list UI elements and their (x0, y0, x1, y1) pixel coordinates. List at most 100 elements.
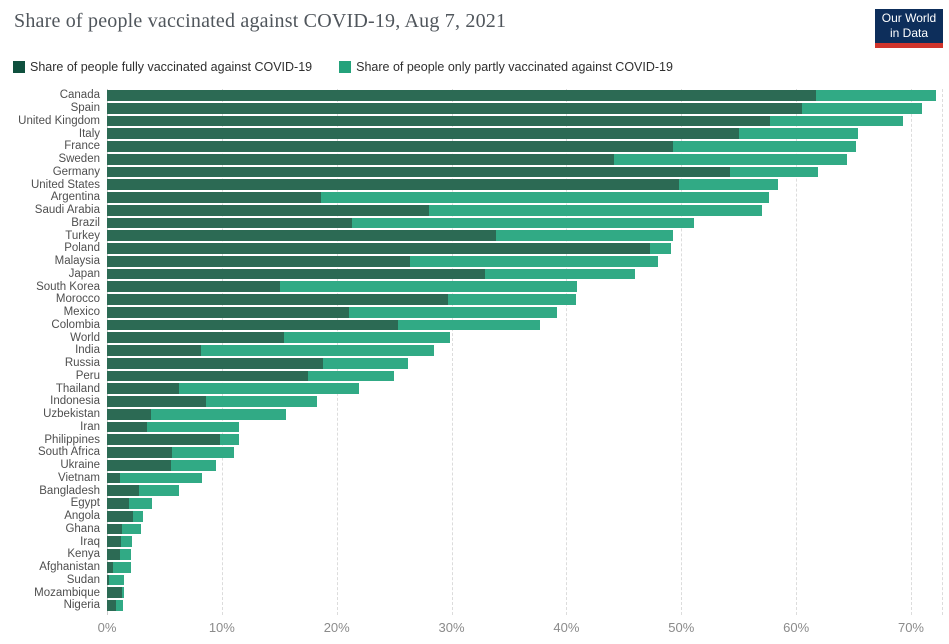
bar-partly-segment[interactable] (116, 600, 124, 611)
bar-fully-segment[interactable] (107, 396, 206, 407)
bar-partly-segment[interactable] (119, 472, 203, 484)
row-label[interactable]: Argentina (50, 191, 100, 204)
bar-fully-segment[interactable] (107, 319, 398, 331)
row-label[interactable]: South Africa (37, 446, 100, 459)
bar-partly-segment[interactable] (283, 332, 451, 343)
bar-partly-segment[interactable] (112, 561, 132, 573)
row-label[interactable]: Uzbekistan (43, 408, 100, 421)
bar-partly-segment[interactable] (410, 255, 659, 267)
bar-fully-segment[interactable] (107, 370, 308, 382)
bar-partly-segment[interactable] (171, 459, 217, 471)
bar-fully-segment[interactable] (107, 128, 739, 139)
bar-partly-segment[interactable] (307, 370, 395, 382)
bar-partly-segment[interactable] (109, 574, 125, 586)
bar-partly-segment[interactable] (120, 536, 133, 547)
bar-fully-segment[interactable] (107, 408, 151, 420)
bar-fully-segment[interactable] (107, 179, 679, 190)
bar-partly-segment[interactable] (613, 153, 847, 165)
bar-partly-segment[interactable] (428, 204, 762, 216)
bar-partly-segment[interactable] (172, 447, 235, 458)
owid-logo[interactable]: Our World in Data (875, 9, 943, 48)
bar-partly-segment[interactable] (205, 396, 318, 407)
bar-partly-segment[interactable] (322, 357, 408, 369)
bar-partly-segment[interactable] (201, 345, 435, 356)
row-label[interactable]: Iran (80, 420, 100, 433)
bar-partly-segment[interactable] (815, 90, 937, 101)
row-label[interactable]: Morocco (55, 293, 100, 306)
bar-fully-segment[interactable] (107, 306, 350, 318)
bar-partly-segment[interactable] (128, 498, 152, 509)
bar-fully-segment[interactable] (107, 332, 284, 343)
row-label[interactable]: France (64, 140, 100, 153)
bar-partly-segment[interactable] (349, 306, 558, 318)
row-label[interactable]: Ukraine (60, 459, 100, 472)
bar-fully-segment[interactable] (107, 345, 202, 356)
bar-partly-segment[interactable] (121, 587, 125, 598)
bar-partly-segment[interactable] (150, 408, 287, 420)
bar-fully-segment[interactable] (107, 115, 770, 127)
bar-partly-segment[interactable] (133, 510, 143, 522)
bar-fully-segment[interactable] (107, 434, 220, 445)
bar-fully-segment[interactable] (107, 587, 122, 598)
bar-fully-segment[interactable] (107, 498, 129, 509)
bar-fully-segment[interactable] (107, 255, 411, 267)
bar-fully-segment[interactable] (107, 510, 134, 522)
bar-partly-segment[interactable] (121, 523, 142, 535)
row-label[interactable]: World (70, 331, 100, 344)
bar-partly-segment[interactable] (147, 421, 240, 433)
row-label[interactable]: Italy (78, 127, 100, 140)
row-label[interactable]: Ghana (65, 522, 100, 535)
bar-fully-segment[interactable] (107, 217, 352, 229)
bar-fully-segment[interactable] (107, 472, 120, 484)
row-label[interactable]: Poland (64, 242, 100, 255)
bar-fully-segment[interactable] (107, 166, 730, 178)
row-label[interactable]: Angola (64, 510, 100, 523)
row-label[interactable]: Japan (68, 267, 100, 280)
row-label[interactable]: Indonesia (50, 395, 100, 408)
bar-fully-segment[interactable] (107, 561, 113, 573)
bar-fully-segment[interactable] (107, 447, 173, 458)
bar-fully-segment[interactable] (107, 421, 148, 433)
row-label[interactable]: Nigeria (63, 599, 100, 612)
row-label[interactable]: Russia (64, 357, 100, 370)
row-label[interactable]: Malaysia (54, 255, 100, 268)
bar-partly-segment[interactable] (179, 383, 359, 394)
bar-fully-segment[interactable] (107, 459, 172, 471)
bar-fully-segment[interactable] (107, 153, 614, 165)
bar-partly-segment[interactable] (448, 294, 576, 305)
row-label[interactable]: Sweden (58, 153, 100, 166)
row-label[interactable]: Vietnam (58, 471, 100, 484)
bar-partly-segment[interactable] (801, 102, 923, 114)
bar-fully-segment[interactable] (107, 485, 140, 496)
bar-partly-segment[interactable] (650, 243, 671, 254)
row-label[interactable]: India (75, 344, 100, 357)
bar-partly-segment[interactable] (320, 192, 769, 203)
bar-fully-segment[interactable] (107, 600, 117, 611)
row-label[interactable]: Spain (70, 102, 100, 115)
bar-partly-segment[interactable] (119, 549, 132, 560)
row-label[interactable]: Colombia (51, 318, 100, 331)
bar-fully-segment[interactable] (107, 192, 321, 203)
row-label[interactable]: United Kingdom (18, 114, 100, 127)
row-label[interactable]: Philippines (44, 433, 100, 446)
bar-fully-segment[interactable] (107, 141, 674, 152)
bar-fully-segment[interactable] (107, 102, 802, 114)
row-label[interactable]: Sudan (66, 573, 100, 586)
row-label[interactable]: Saudi Arabia (34, 204, 100, 217)
bar-fully-segment[interactable] (107, 549, 120, 560)
row-label[interactable]: Mozambique (34, 586, 100, 599)
row-label[interactable]: Iraq (80, 535, 100, 548)
bar-partly-segment[interactable] (484, 268, 636, 280)
bar-partly-segment[interactable] (496, 230, 674, 241)
bar-fully-segment[interactable] (107, 536, 121, 547)
bar-fully-segment[interactable] (107, 204, 429, 216)
bar-fully-segment[interactable] (107, 230, 497, 241)
bar-partly-segment[interactable] (397, 319, 540, 331)
row-label[interactable]: Germany (52, 165, 100, 178)
row-label[interactable]: Turkey (65, 229, 100, 242)
row-label[interactable]: United States (30, 178, 100, 191)
bar-partly-segment[interactable] (219, 434, 240, 445)
bar-fully-segment[interactable] (107, 243, 651, 254)
row-label[interactable]: Canada (59, 89, 100, 102)
row-label[interactable]: Bangladesh (39, 484, 100, 497)
